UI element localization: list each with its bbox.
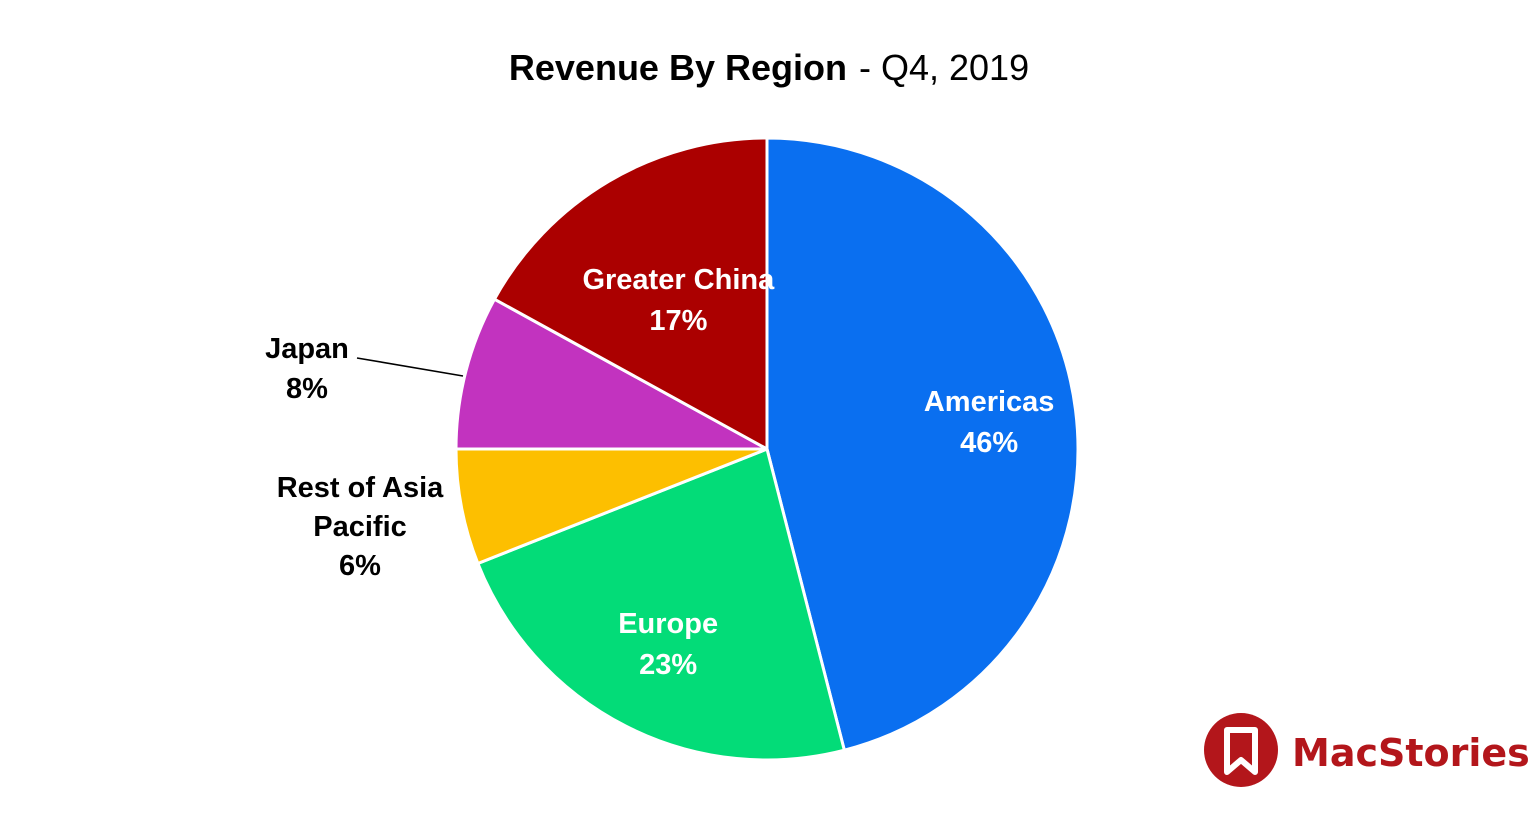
label-japan: Japan 8% [265,333,349,405]
brand-logo: MacStories [1204,713,1530,787]
value-label-americas: 46% [960,427,1018,459]
category-label-rest-of-asia-pacific: Pacific [313,511,407,543]
category-label-greater-china: Greater China [582,264,775,296]
value-label-europe: 23% [639,649,697,681]
label-americas: Americas 46% [924,386,1055,459]
slice-japan [454,297,769,451]
pie-labels: Americas 46% Europe 23% Rest of Asia Pacific 6… [265,264,1054,681]
label-europe: Europe 23% [618,608,718,681]
category-label-rest-of-asia-pacific: Rest of Asia [277,472,444,504]
category-label-americas: Americas [924,386,1055,418]
label-rest-of-asia-pacific: Rest of Asia Pacific 6% [277,472,444,582]
slice-americas [765,136,1080,752]
brand-name: MacStories [1292,731,1530,775]
chart-title: Revenue By Region - Q4, 2019 [509,47,1029,88]
slice-greater-china [492,136,769,451]
slice-europe [476,447,846,762]
value-label-japan: 8% [286,373,328,405]
chart-title-main: Revenue By Region [509,47,847,88]
category-label-europe: Europe [618,608,718,640]
bookmark-icon-circle [1204,713,1278,787]
value-label-rest-of-asia-pacific: 6% [339,550,381,582]
label-greater-china: Greater China 17% [582,264,775,337]
leader-line-japan [356,357,464,377]
category-label-japan: Japan [265,333,349,365]
pie-slices [454,136,1080,762]
chart-title-subtitle: - Q4, 2019 [859,47,1029,88]
value-label-greater-china: 17% [649,305,707,337]
bookmark-icon [1224,727,1258,775]
